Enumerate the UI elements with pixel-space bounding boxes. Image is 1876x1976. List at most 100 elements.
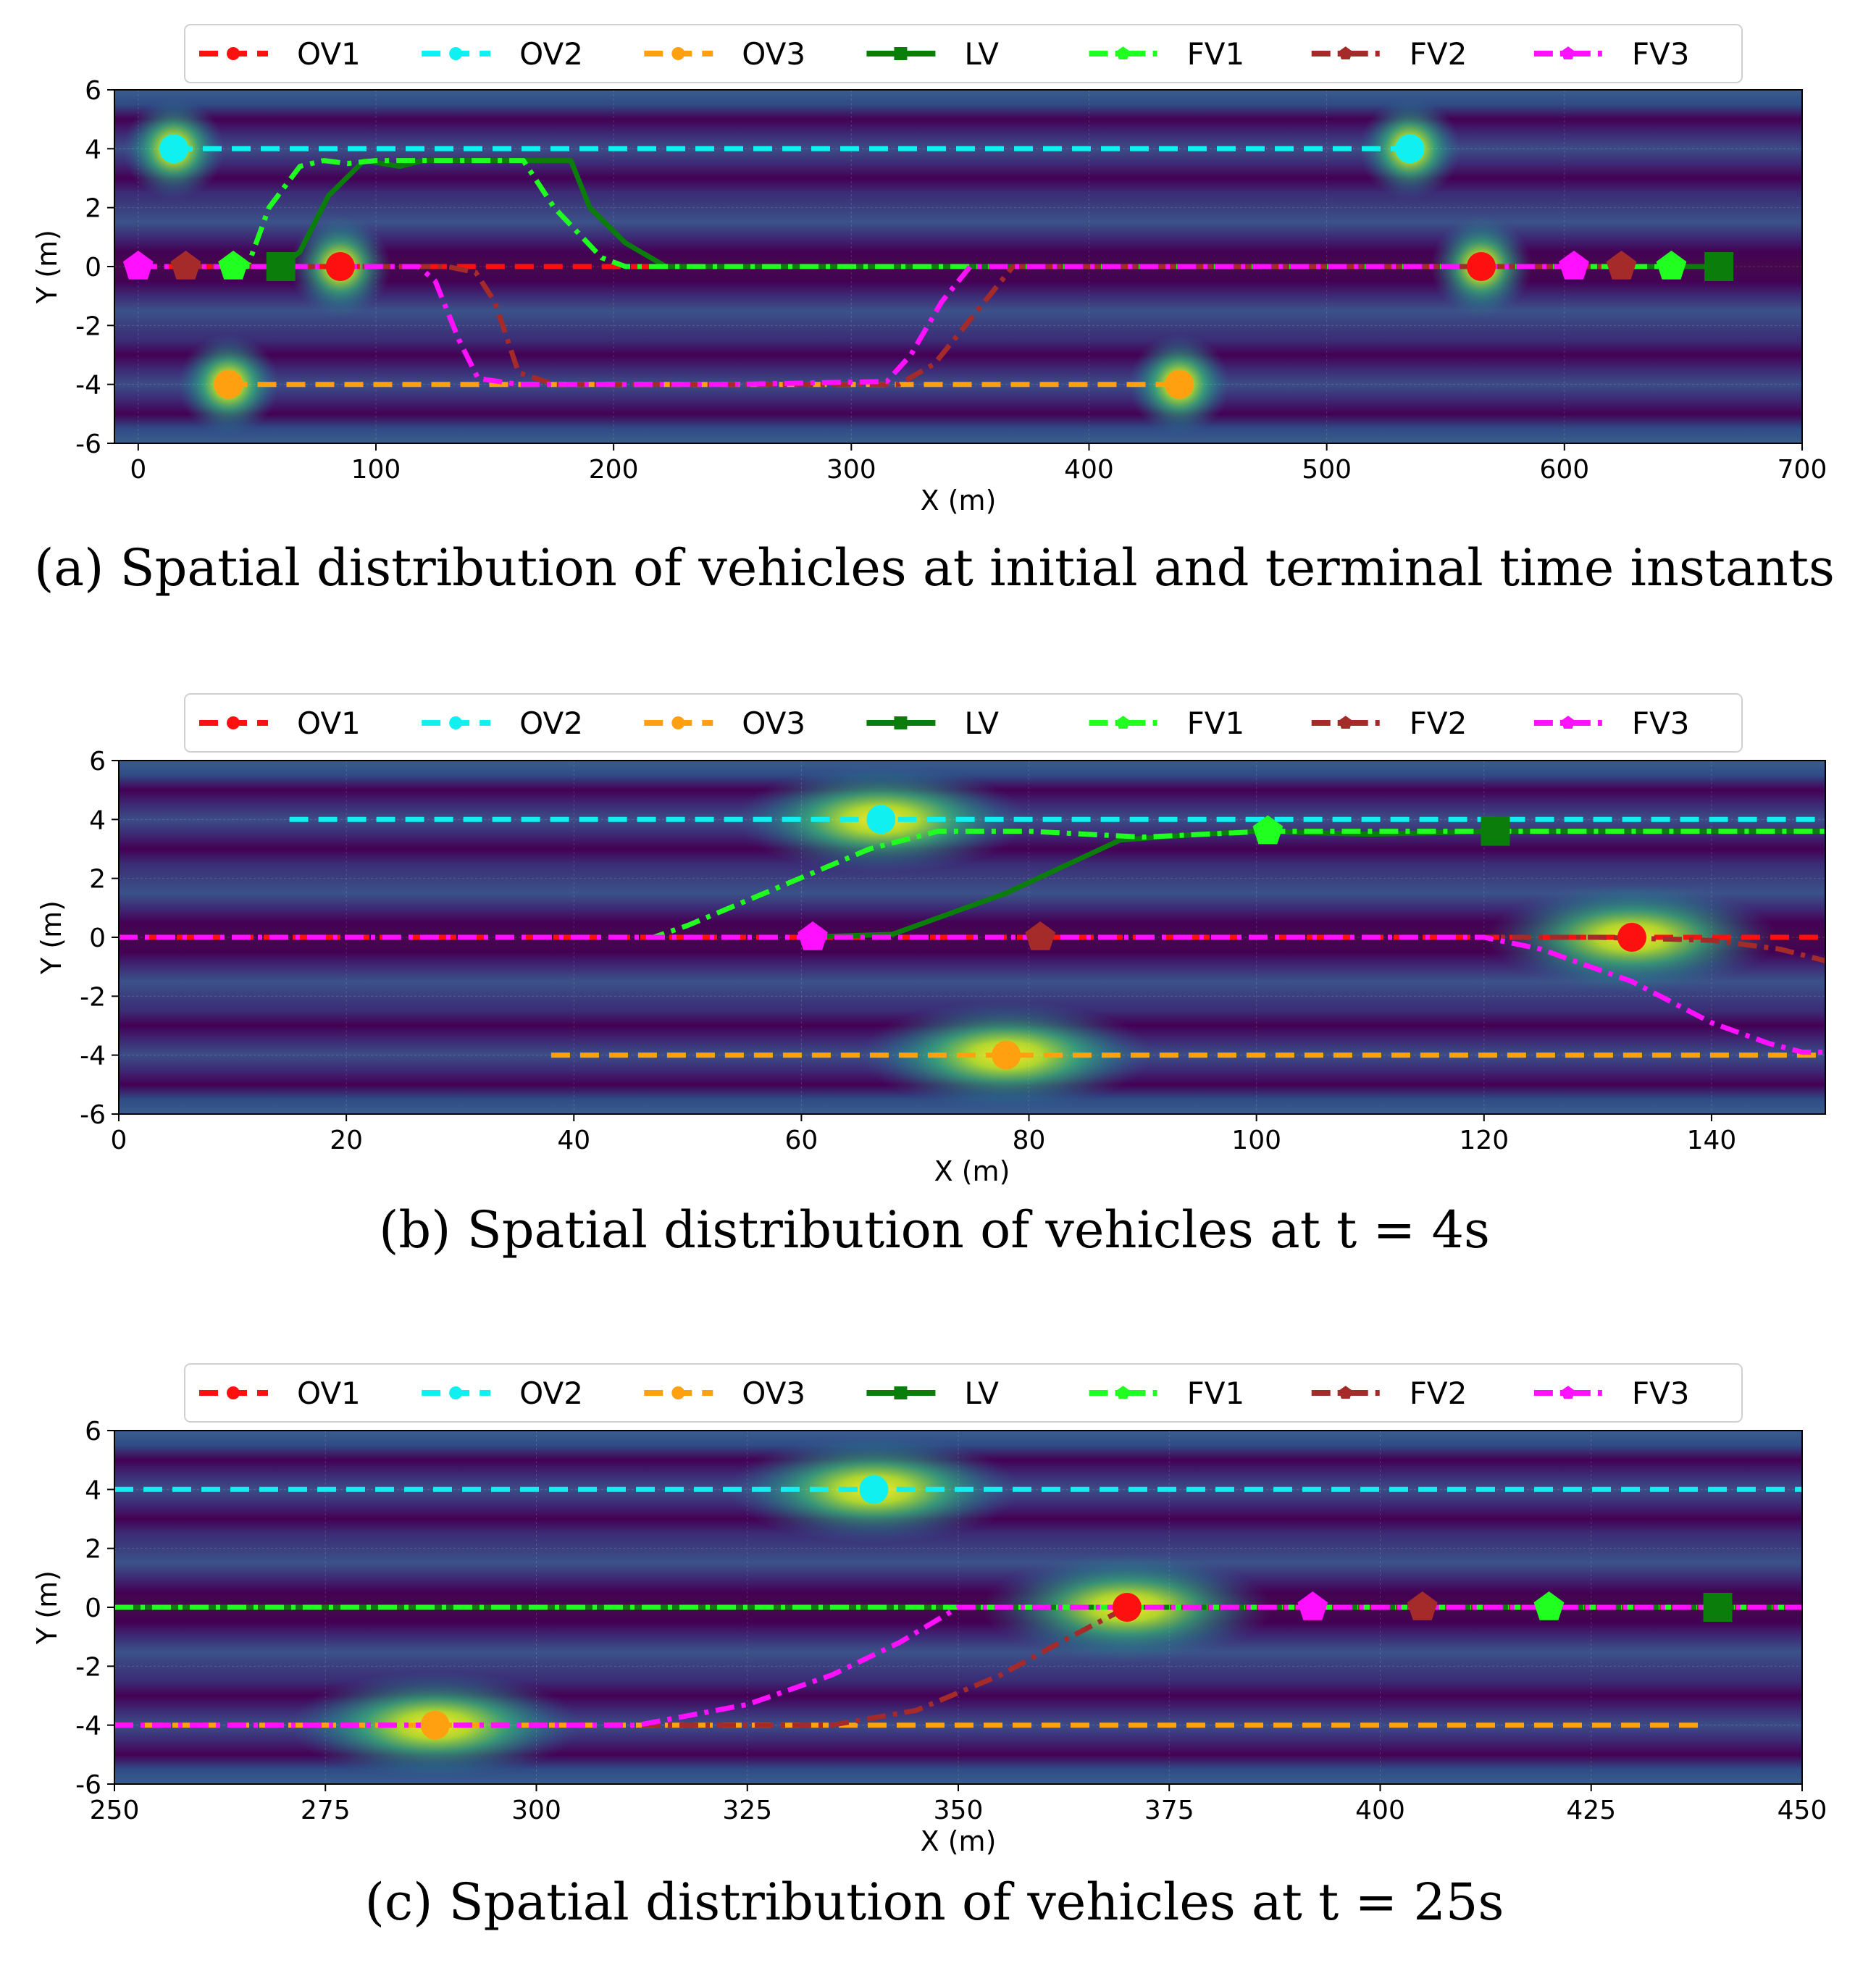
marker-fv3 [797,921,828,950]
x-tick-label: 0 [111,1126,127,1155]
x-axis-label: X (m) [921,485,997,516]
legend-label: FV1 [1187,1376,1245,1411]
legend-item-fv1: FV1 [1089,706,1245,741]
legend-item-ov1: OV1 [199,36,361,72]
legend-label: OV1 [297,36,361,72]
legend-label: FV3 [1632,36,1690,72]
x-tick-label: 300 [826,455,876,485]
marker-lv [266,252,296,281]
y-tick-label: 4 [85,1475,101,1505]
legend-item-ov1: OV1 [199,1376,361,1411]
legend-marker [449,716,463,729]
legend-marker [1561,46,1575,59]
x-tick-label: 250 [90,1796,140,1825]
marker-ov3 [214,369,243,399]
legend-marker [1339,1386,1353,1399]
legend-item-ov2: OV2 [422,1376,583,1411]
marker-ov2 [859,1475,889,1504]
x-tick-label: 300 [511,1796,561,1825]
legend-item-fv1: FV1 [1089,36,1245,72]
plot-area [114,90,1802,443]
legend: OV1 OV2 OV3 LV FV1 FV2 FV3 [184,693,1743,753]
y-tick-label: 2 [85,1535,101,1565]
x-tick-label: 275 [301,1796,351,1825]
series-line-fv1 [119,829,1825,940]
marker-lv [1481,816,1510,846]
legend-item-fv1: FV1 [1089,1376,1245,1411]
legend-label: OV1 [297,1376,361,1411]
legend-marker [227,1386,240,1399]
legend-label: OV2 [519,36,583,72]
legend-label: FV3 [1632,706,1690,741]
legend-item-ov3: OV3 [644,706,805,741]
legend-item-ov3: OV3 [644,1376,805,1411]
marker-fv1 [218,251,248,280]
legend-label: OV3 [742,1376,805,1411]
y-tick-label: 6 [85,1417,101,1447]
marker-fv1 [1656,251,1687,280]
x-tick-label: 120 [1459,1126,1509,1155]
legend-item-ov2: OV2 [422,706,583,741]
x-tick-label: 80 [1013,1126,1046,1155]
series-line-fv1 [233,158,1672,269]
legend-item-ov3: OV3 [644,36,805,72]
legend-item-lv: LV [866,36,999,72]
legend-marker [227,716,240,729]
y-tick-label: -6 [75,430,101,459]
marker-fv2 [1606,251,1637,280]
x-tick-label: 0 [130,455,146,485]
x-axis-label: X (m) [934,1155,1010,1187]
marker-ov2 [866,805,896,834]
legend-label: FV1 [1187,706,1245,741]
y-tick-label: 6 [89,747,106,776]
legend-marker [449,47,463,60]
y-tick-label: 0 [85,1594,101,1623]
y-tick-label: -6 [75,1770,101,1800]
x-tick-label: 100 [1231,1126,1281,1155]
series-line-fv3 [138,264,1574,388]
marker-fv2 [1025,921,1056,950]
legend-label: FV1 [1187,36,1245,72]
legend-label: FV2 [1410,706,1467,741]
y-tick-label: 4 [85,135,101,164]
legend-label: LV [964,36,999,72]
series-line-fv2 [185,264,1622,388]
legend-marker [1116,46,1130,59]
x-tick-label: 450 [1777,1796,1827,1825]
x-tick-label: 100 [351,455,401,485]
legend-label: OV3 [742,36,805,72]
y-axis-label: Y (m) [31,1570,63,1645]
y-tick-label: -4 [75,371,101,401]
legend-label: OV1 [297,706,361,741]
marker-ov1 [1466,252,1496,281]
y-tick-label: 2 [89,865,106,895]
legend-item-fv2: FV2 [1311,706,1467,741]
marker-ov2 [159,134,189,164]
panel-a: OV1 OV2 OV3 LV FV1 FV2 FV3 0 100 200 300 400 500 600 7… [31,24,1835,598]
marker-ov1 [1113,1593,1142,1622]
legend-marker [894,716,908,729]
legend-label: LV [964,706,999,741]
legend-item-lv: LV [866,1376,999,1411]
legend-item-fv3: FV3 [1533,1376,1689,1411]
marker-ov3 [1165,369,1194,399]
legend-item-fv2: FV2 [1311,36,1467,72]
x-tick-label: 20 [330,1126,363,1155]
legend-marker [671,1386,685,1399]
y-tick-label: -4 [80,1042,106,1071]
y-tick-label: 4 [89,805,106,835]
legend-marker [894,1386,908,1399]
y-tick-label: -4 [75,1712,101,1741]
marker-ov3 [992,1040,1021,1070]
marker-lv [1704,252,1734,281]
marker-fv2 [170,251,201,280]
legend-item-ov2: OV2 [422,36,583,72]
x-tick-label: 40 [557,1126,590,1155]
y-tick-label: 0 [89,924,106,953]
y-tick-label: -2 [75,1652,101,1682]
x-tick-label: 400 [1064,455,1114,485]
legend-item-ov1: OV1 [199,706,361,741]
